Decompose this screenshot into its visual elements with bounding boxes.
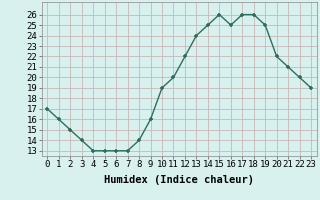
X-axis label: Humidex (Indice chaleur): Humidex (Indice chaleur) bbox=[104, 175, 254, 185]
